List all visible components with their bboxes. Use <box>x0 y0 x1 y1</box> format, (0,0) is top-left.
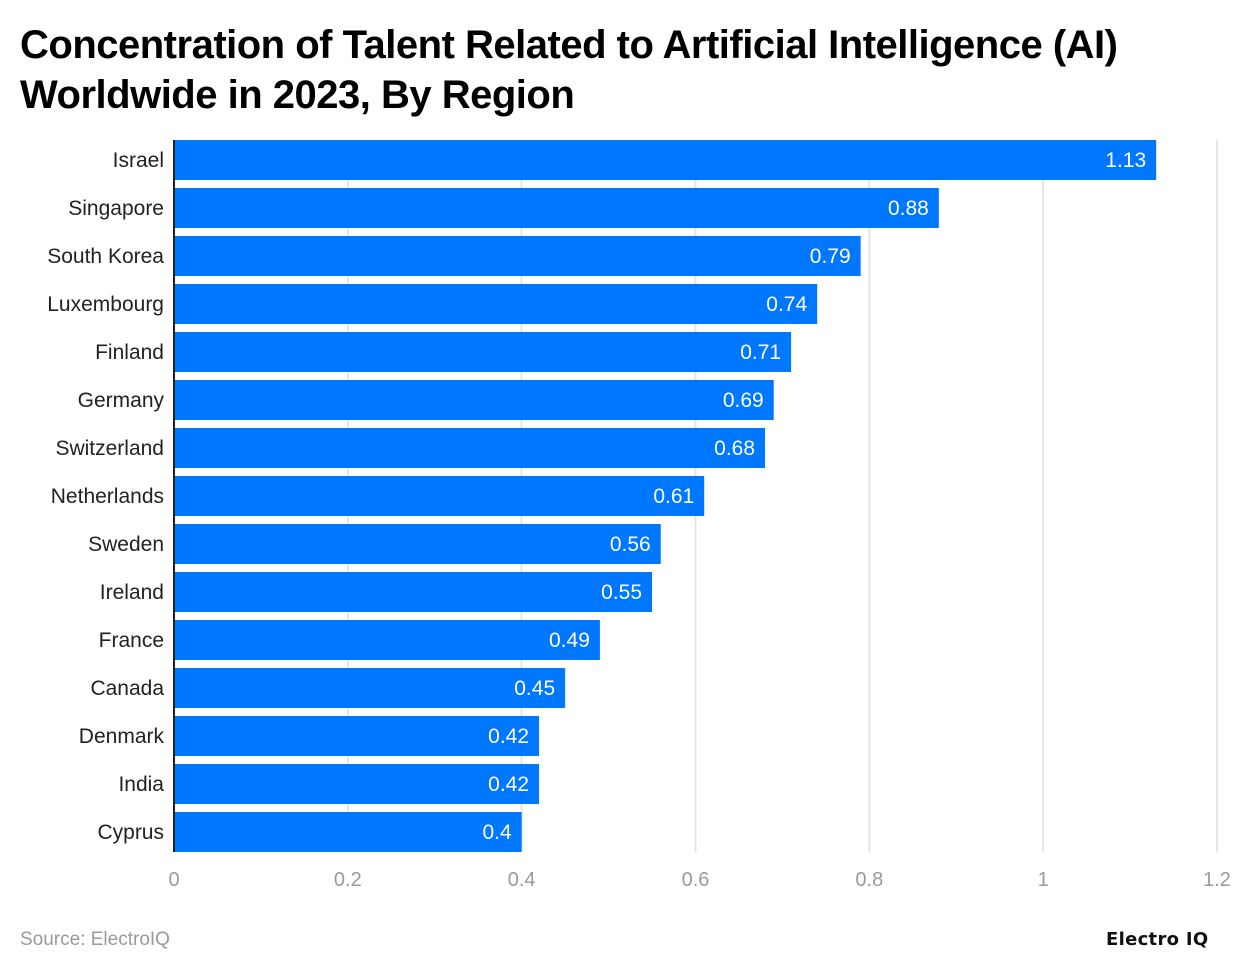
category-label: Canada <box>90 677 164 700</box>
bar <box>174 332 792 372</box>
category-label: South Korea <box>47 245 164 268</box>
category-label: India <box>118 773 164 796</box>
value-label: 0.61 <box>653 485 694 508</box>
category-label: Sweden <box>88 533 164 556</box>
x-tick-label: 1 <box>1038 869 1049 891</box>
value-label: 0.55 <box>601 581 642 604</box>
value-label: 0.74 <box>766 293 807 316</box>
bar <box>174 380 774 420</box>
bar <box>174 620 600 660</box>
bar <box>174 188 939 228</box>
category-label: Denmark <box>79 725 165 748</box>
source-note: Source: ElectroIQ <box>20 929 170 950</box>
value-label: 0.45 <box>514 677 555 700</box>
category-label: Switzerland <box>55 437 164 460</box>
category-label: Israel <box>113 149 164 172</box>
value-label: 0.56 <box>610 533 651 556</box>
value-label: 0.4 <box>482 821 512 844</box>
bar <box>174 572 653 612</box>
value-label: 0.88 <box>888 197 929 220</box>
chart-title: Concentration of Talent Related to Artif… <box>20 23 1118 117</box>
bar <box>174 668 566 708</box>
category-label: Luxembourg <box>47 293 164 316</box>
bar <box>174 764 540 804</box>
category-label: Finland <box>95 341 164 364</box>
bar <box>174 236 861 276</box>
value-label: 0.49 <box>549 629 590 652</box>
category-label: Netherlands <box>51 485 164 508</box>
x-tick-label: 0.2 <box>334 869 362 891</box>
x-tick-label: 0.8 <box>855 869 883 891</box>
x-tick-label: 0.6 <box>682 869 710 891</box>
category-label: Cyprus <box>97 821 164 844</box>
bar <box>174 716 540 756</box>
category-label: Ireland <box>100 581 164 604</box>
value-label: 0.79 <box>810 245 851 268</box>
value-label: 0.42 <box>488 773 529 796</box>
bar <box>174 428 766 468</box>
bar <box>174 140 1157 180</box>
x-tick-label: 0.4 <box>508 869 536 891</box>
value-label: 0.42 <box>488 725 529 748</box>
category-label: Singapore <box>68 197 164 220</box>
bar <box>174 476 705 516</box>
x-tick-label: 1.2 <box>1203 869 1231 891</box>
bar <box>174 524 661 564</box>
value-label: 1.13 <box>1105 149 1146 172</box>
category-label: France <box>99 629 164 652</box>
bar <box>174 284 818 324</box>
bar <box>174 812 522 852</box>
x-tick-label: 0 <box>168 869 179 891</box>
value-label: 0.69 <box>723 389 764 412</box>
value-label: 0.68 <box>714 437 755 460</box>
category-label: Germany <box>78 389 165 412</box>
value-label: 0.71 <box>740 341 781 364</box>
brand-logo: Electro IQ <box>1106 929 1209 950</box>
